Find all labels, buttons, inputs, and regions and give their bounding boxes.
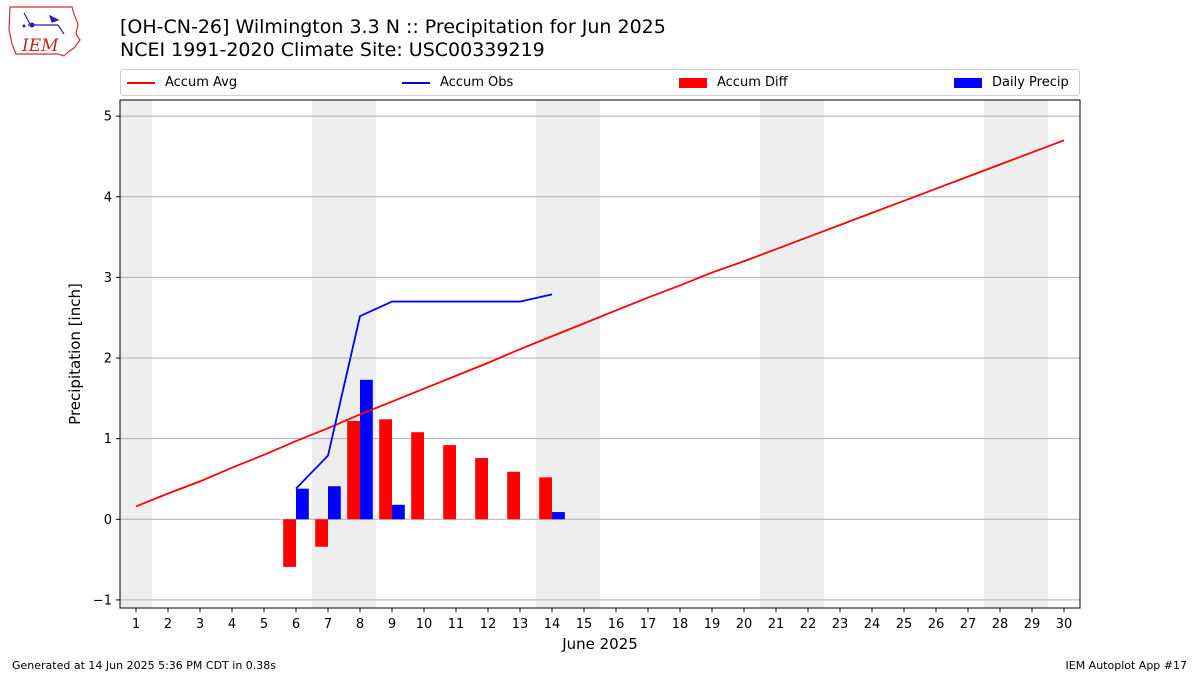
- x-tick-label: 24: [864, 617, 881, 632]
- daily-precip-swatch: [954, 77, 982, 88]
- weekend-band: [792, 100, 824, 608]
- x-tick-label: 18: [672, 617, 689, 632]
- x-tick-label: 27: [960, 617, 977, 632]
- accum-diff-swatch: [679, 77, 707, 88]
- daily-precip-bar: [360, 379, 373, 520]
- legend: Accum Avg Accum Obs Accum Diff Daily Pre…: [120, 69, 1080, 96]
- y-tick-label: 0: [104, 513, 112, 528]
- x-tick-label: 17: [640, 617, 657, 632]
- weekend-band: [568, 100, 600, 608]
- x-tick-label: 2: [164, 617, 172, 632]
- weekend-band: [120, 100, 152, 608]
- accum-diff-bar: [283, 519, 296, 567]
- accum-obs-swatch: [402, 81, 430, 84]
- x-tick-label: 9: [388, 617, 396, 632]
- x-tick-label: 11: [448, 617, 465, 632]
- x-axis-label: June 2025: [561, 635, 638, 653]
- accum-diff-bar: [443, 445, 456, 520]
- legend-item-accum-obs: Accum Obs: [402, 70, 513, 95]
- y-axis-label: Precipitation [inch]: [66, 283, 84, 425]
- accum-diff-bar: [347, 420, 360, 520]
- accum-avg-swatch: [127, 81, 155, 84]
- legend-label: Accum Avg: [165, 75, 238, 90]
- y-tick-label: 2: [104, 352, 112, 367]
- chart-title: [OH-CN-26] Wilmington 3.3 N :: Precipita…: [120, 16, 666, 38]
- legend-item-accum-diff: Accum Diff: [679, 70, 788, 95]
- x-tick-label: 21: [768, 617, 785, 632]
- y-tick-label: −1: [93, 593, 112, 608]
- x-tick-label: 16: [608, 617, 625, 632]
- y-tick-label: 5: [104, 110, 112, 125]
- x-tick-label: 26: [928, 617, 945, 632]
- accum-diff-bar: [315, 519, 328, 547]
- x-tick-label: 3: [196, 617, 204, 632]
- x-tick-label: 22: [800, 617, 817, 632]
- weekend-band: [760, 100, 792, 608]
- accum-diff-bar: [379, 419, 392, 520]
- legend-label: Accum Obs: [440, 75, 514, 90]
- daily-precip-bar: [328, 486, 341, 520]
- x-tick-label: 19: [704, 617, 721, 632]
- legend-item-accum-avg: Accum Avg: [127, 70, 237, 95]
- accum-diff-bar: [475, 458, 488, 520]
- x-tick-label: 30: [1056, 617, 1073, 632]
- y-tick-label: 4: [104, 190, 112, 205]
- legend-item-daily-precip: Daily Precip: [954, 70, 1069, 95]
- weekend-band: [984, 100, 1016, 608]
- footer-generated: Generated at 14 Jun 2025 5:36 PM CDT in …: [12, 659, 277, 672]
- daily-precip-bar: [392, 504, 405, 520]
- x-tick-label: 20: [736, 617, 753, 632]
- daily-precip-bar: [552, 512, 565, 520]
- x-tick-label: 10: [416, 617, 433, 632]
- x-tick-label: 6: [292, 617, 300, 632]
- x-tick-label: 28: [992, 617, 1009, 632]
- legend-label: Accum Diff: [717, 75, 788, 90]
- x-tick-label: 12: [480, 617, 497, 632]
- accum-diff-bar: [539, 477, 552, 520]
- footer-app: IEM Autoplot App #17: [1065, 659, 1188, 672]
- daily-precip-bar: [296, 488, 309, 520]
- x-tick-label: 8: [356, 617, 364, 632]
- x-tick-label: 1: [132, 617, 140, 632]
- accum-diff-bar: [411, 432, 424, 520]
- x-tick-label: 5: [260, 617, 268, 632]
- weekend-band: [536, 100, 568, 608]
- x-tick-label: 14: [544, 617, 561, 632]
- accum-diff-bar: [507, 471, 520, 520]
- x-tick-label: 25: [896, 617, 913, 632]
- y-tick-label: 3: [104, 271, 112, 286]
- logo-text: IEM: [21, 36, 59, 56]
- legend-label: Daily Precip: [992, 75, 1069, 90]
- x-tick-label: 7: [324, 617, 332, 632]
- x-tick-label: 29: [1024, 617, 1041, 632]
- x-tick-label: 15: [576, 617, 593, 632]
- iem-logo: IEM: [6, 4, 82, 60]
- accum-obs-line: [295, 293, 553, 490]
- accum-avg-line: [135, 139, 1065, 508]
- x-tick-label: 13: [512, 617, 529, 632]
- plot-frame: [119, 99, 1081, 609]
- x-tick-label: 23: [832, 617, 849, 632]
- chart-subtitle: NCEI 1991-2020 Climate Site: USC00339219: [120, 39, 545, 61]
- weekend-band: [344, 100, 376, 608]
- weekend-band: [1016, 100, 1048, 608]
- y-tick-label: 1: [104, 432, 112, 447]
- x-tick-label: 4: [228, 617, 236, 632]
